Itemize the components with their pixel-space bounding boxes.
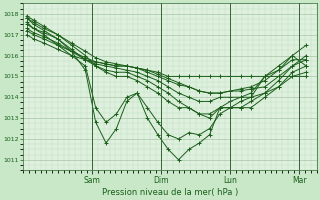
X-axis label: Pression niveau de la mer( hPa ): Pression niveau de la mer( hPa ) <box>102 188 238 197</box>
